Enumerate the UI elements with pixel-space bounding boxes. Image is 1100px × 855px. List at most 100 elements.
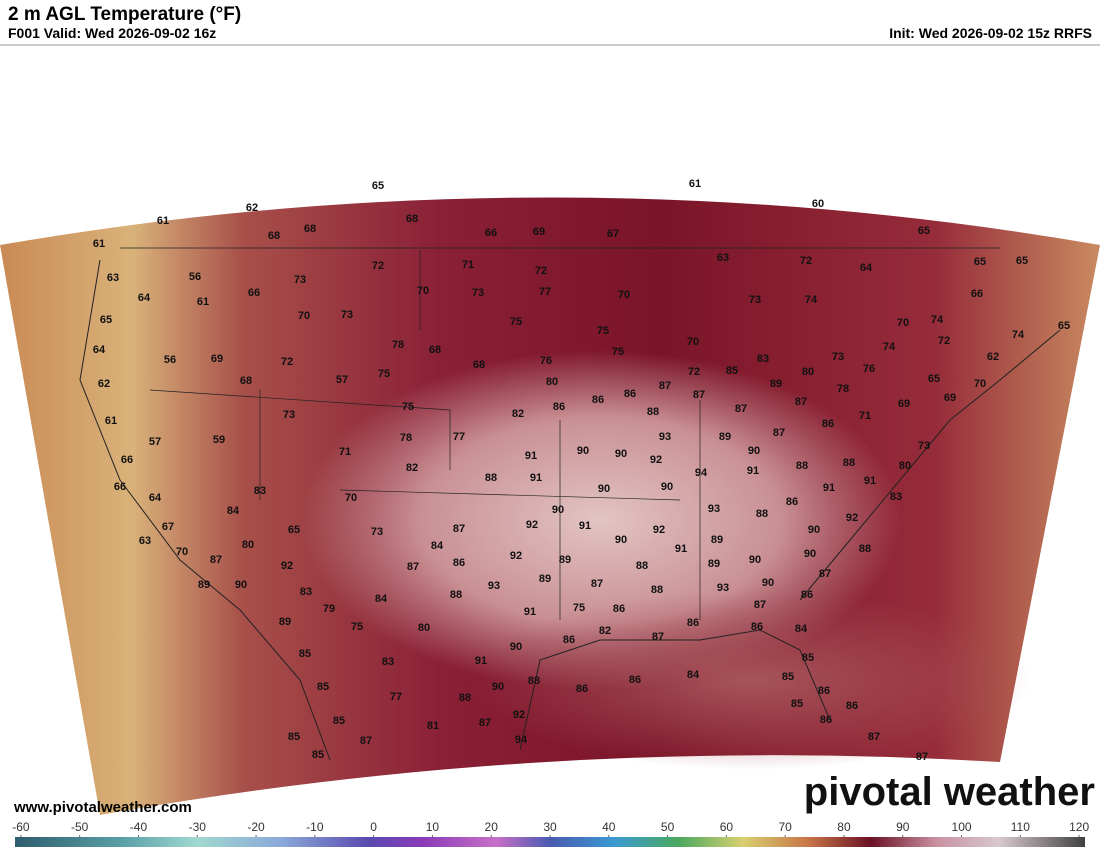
temperature-label: 80 [242, 539, 254, 551]
temperature-label: 72 [688, 366, 700, 378]
temperature-label: 84 [375, 593, 388, 605]
temperature-label: 87 [659, 380, 671, 392]
temperature-label: 69 [533, 226, 545, 238]
temperature-label: 90 [808, 524, 820, 536]
temperature-label: 80 [802, 366, 814, 378]
temperature-label: 78 [392, 339, 404, 351]
coastline [79, 259, 1061, 761]
temperature-label: 86 [751, 621, 763, 633]
temperature-label: 92 [281, 560, 293, 572]
temperature-label: 63 [717, 252, 729, 264]
temperature-label: 91 [530, 472, 542, 484]
temperature-label: 70 [974, 378, 986, 390]
temperature-label: 88 [859, 543, 871, 555]
temperature-label: 92 [650, 454, 662, 466]
temperature-label: 86 [629, 674, 641, 686]
temperature-label: 77 [453, 431, 465, 443]
colorbar-tick-label: 90 [896, 820, 910, 834]
temperature-label: 57 [149, 436, 161, 448]
temperature-label: 86 [624, 388, 636, 400]
temperature-label: 87 [795, 396, 807, 408]
temperature-label: 81 [427, 720, 439, 732]
temperature-label: 56 [189, 271, 201, 283]
temperature-label: 72 [535, 265, 547, 277]
temperature-label: 90 [510, 641, 522, 653]
temperature-label: 66 [485, 227, 497, 239]
temperature-label: 82 [599, 625, 611, 637]
temperature-label: 93 [717, 582, 729, 594]
temperature-label: 90 [577, 445, 589, 457]
temperature-label: 88 [756, 508, 768, 520]
website: www.pivotalweather.com [13, 799, 192, 816]
temperature-label: 87 [754, 599, 766, 611]
temperature-label: 87 [360, 735, 372, 747]
temperature-label: 82 [406, 462, 418, 474]
temperature-label: 84 [795, 623, 808, 635]
temperature-label: 86 [613, 603, 625, 615]
temperature-label: 88 [485, 472, 497, 484]
temperature-label: 85 [288, 731, 300, 743]
temperature-label: 72 [938, 335, 950, 347]
temperature-label: 70 [687, 336, 699, 348]
colorbar-tick-label: 80 [837, 820, 851, 834]
temperature-label: 60 [812, 198, 824, 210]
temperature-label: 90 [762, 577, 774, 589]
temperature-label: 71 [462, 259, 474, 271]
temperature-label: 90 [804, 548, 816, 560]
temperature-label: 61 [689, 178, 701, 190]
temperature-label: 89 [719, 431, 731, 443]
temperature-label: 65 [1016, 255, 1028, 267]
temperature-label: 74 [883, 341, 896, 353]
temperature-label: 83 [254, 485, 266, 497]
temperature-label: 92 [526, 519, 538, 531]
temperature-label: 71 [859, 410, 871, 422]
temperature-label: 70 [345, 492, 357, 504]
temperature-label: 63 [139, 535, 151, 547]
temperature-label: 85 [791, 698, 803, 710]
map [0, 197, 1100, 815]
temperature-label: 61 [93, 238, 105, 250]
temperature-label: 64 [93, 344, 106, 356]
temperature-label: 80 [546, 376, 558, 388]
temperature-label: 67 [607, 228, 619, 240]
temperature-label: 90 [615, 534, 627, 546]
temperature-label: 86 [687, 617, 699, 629]
temperature-label: 86 [563, 634, 575, 646]
gulf-region [470, 590, 1030, 770]
temperature-label: 73 [294, 274, 306, 286]
temperature-label: 86 [822, 418, 834, 430]
temperature-label: 91 [524, 606, 536, 618]
temperature-label: 73 [472, 287, 484, 299]
temperature-label: 85 [299, 648, 311, 660]
temperature-label: 88 [528, 675, 540, 687]
temperature-label: 89 [708, 558, 720, 570]
temperature-label: 89 [539, 573, 551, 585]
temperature-label: 93 [659, 431, 671, 443]
temperature-label: 90 [492, 681, 504, 693]
temperature-label: 65 [288, 524, 300, 536]
temperature-label: 89 [770, 378, 782, 390]
temperature-label: 62 [246, 202, 258, 214]
temperature-label: 79 [323, 603, 335, 615]
valid-time: F001 Valid: Wed 2026-09-02 16z [8, 25, 216, 41]
colorbar-tick-label: -40 [130, 820, 148, 834]
colorbar-tick-label: 0 [370, 820, 377, 834]
temperature-label: 82 [512, 408, 524, 420]
temperature-label: 91 [579, 520, 591, 532]
temperature-label: 65 [928, 373, 940, 385]
temperature-label: 72 [372, 260, 384, 272]
temperature-label: 69 [898, 398, 910, 410]
temperature-label: 92 [653, 524, 665, 536]
temperature-label: 75 [402, 401, 414, 413]
temperature-label: 70 [298, 310, 310, 322]
temperature-label: 87 [868, 731, 880, 743]
temperature-label: 75 [378, 368, 390, 380]
temperature-label: 75 [597, 325, 609, 337]
colorbar-tick-label: -10 [306, 820, 324, 834]
temperature-label: 64 [138, 292, 151, 304]
temperature-label: 75 [510, 316, 522, 328]
temperature-label: 62 [98, 378, 110, 390]
temperature-label: 64 [860, 262, 873, 274]
colorbar-tick-label: -30 [189, 820, 207, 834]
temperature-label: 73 [918, 440, 930, 452]
